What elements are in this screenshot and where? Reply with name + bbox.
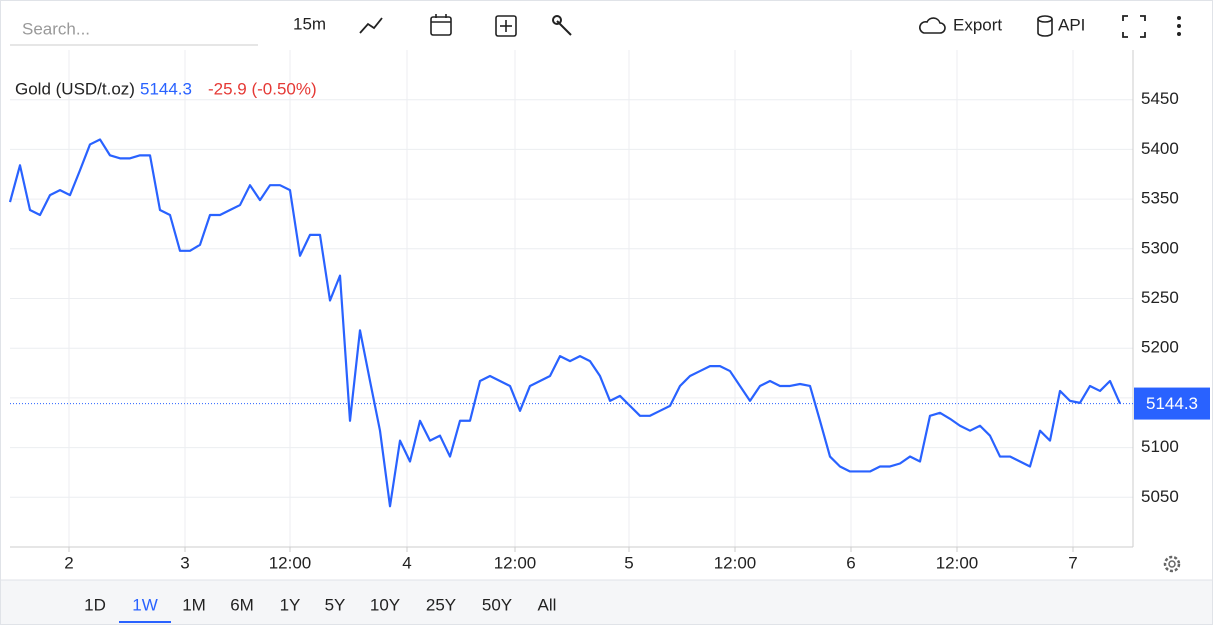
y-tick-label: 5350 <box>1141 189 1179 208</box>
y-tick-label: 5450 <box>1141 89 1179 108</box>
export-label: Export <box>953 15 1002 34</box>
gear-icon[interactable] <box>1163 555 1181 573</box>
x-tick-label: 2 <box>64 553 73 572</box>
range-button[interactable]: 1W <box>132 595 158 614</box>
price-tag-label: 5144.3 <box>1146 394 1198 413</box>
cloud-icon <box>919 17 946 34</box>
range-button[interactable]: 10Y <box>370 595 400 614</box>
x-tick-label: 7 <box>1068 553 1077 572</box>
x-tick-label: 12:00 <box>714 553 757 572</box>
export-button[interactable]: Export <box>919 15 1003 34</box>
search-placeholder: Search... <box>22 19 90 38</box>
api-label: API <box>1058 15 1085 34</box>
y-tick-label: 5250 <box>1141 288 1179 307</box>
interval[interactable]: 15m <box>293 14 326 33</box>
range-button[interactable]: 1M <box>182 595 206 614</box>
range-button[interactable]: All <box>538 595 557 614</box>
x-tick-label: 3 <box>180 553 189 572</box>
chart-type-icon[interactable] <box>359 17 383 34</box>
date-icon[interactable] <box>430 14 452 36</box>
price-line <box>8 138 1122 508</box>
range-button[interactable]: 6M <box>230 595 254 614</box>
range-button[interactable]: 1Y <box>280 595 301 614</box>
range-button[interactable]: 25Y <box>426 595 456 614</box>
search[interactable]: Search... <box>10 19 258 46</box>
x-tick-label: 6 <box>846 553 855 572</box>
last-value: 5144.3 <box>140 79 192 98</box>
fullscreen-icon[interactable] <box>1122 15 1146 38</box>
x-tick-label: 12:00 <box>936 553 979 572</box>
x-tick-label: 4 <box>402 553 411 572</box>
x-tick-label: 12:00 <box>494 553 537 572</box>
api-button[interactable]: API <box>1037 15 1085 37</box>
price-tag <box>1134 387 1210 420</box>
y-tick-label: 5100 <box>1141 437 1179 456</box>
x-tick-label: 12:00 <box>269 553 312 572</box>
y-tick-label: 5200 <box>1141 338 1179 357</box>
settings-icon[interactable] <box>552 15 572 36</box>
range-button[interactable]: 1D <box>84 595 106 614</box>
y-tick-label: 5300 <box>1141 238 1179 257</box>
y-tick-label: 5050 <box>1141 487 1179 506</box>
range-bar <box>1 580 1212 624</box>
compare-icon[interactable] <box>495 15 517 37</box>
range-button[interactable]: 5Y <box>325 595 346 614</box>
change: -25.9 (-0.50%) <box>208 79 317 98</box>
menu-icon[interactable] <box>1177 16 1181 36</box>
y-tick-label: 5400 <box>1141 139 1179 158</box>
chart-title: Gold (USD/t.oz) <box>15 79 135 98</box>
range-button[interactable]: 50Y <box>482 595 512 614</box>
db-icon-body <box>1037 19 1053 37</box>
x-tick-label: 5 <box>624 553 633 572</box>
